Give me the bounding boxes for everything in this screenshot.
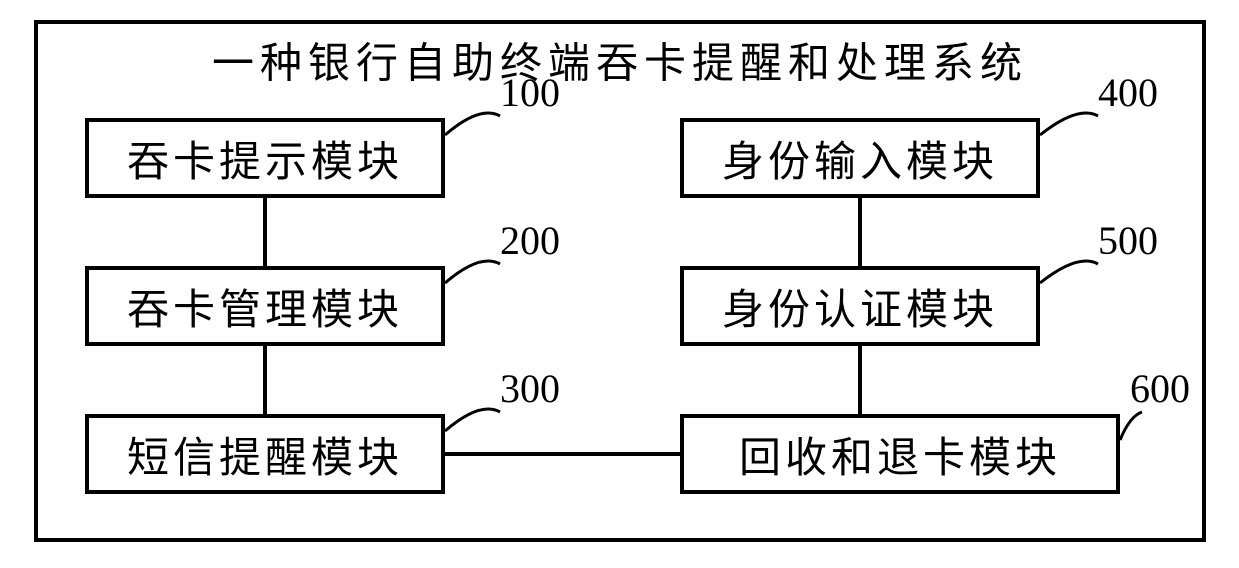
module-m400: 身份输入模块 (680, 118, 1040, 198)
module-m300: 短信提醒模块 (85, 414, 445, 494)
ref-label-r400: 400 (1098, 69, 1158, 116)
module-label-m500: 身份认证模块 (722, 276, 998, 337)
module-label-m100: 吞卡提示模块 (127, 128, 403, 189)
ref-label-r600: 600 (1130, 365, 1190, 412)
module-m100: 吞卡提示模块 (85, 118, 445, 198)
module-m200: 吞卡管理模块 (85, 266, 445, 346)
module-label-m200: 吞卡管理模块 (127, 276, 403, 337)
diagram-title: 一种银行自助终端吞卡提醒和处理系统 (212, 30, 1028, 91)
ref-label-r100: 100 (500, 69, 560, 116)
module-label-m600: 回收和退卡模块 (739, 424, 1061, 485)
module-m500: 身份认证模块 (680, 266, 1040, 346)
ref-label-r500: 500 (1098, 217, 1158, 264)
module-label-m300: 短信提醒模块 (127, 424, 403, 485)
ref-label-r300: 300 (500, 365, 560, 412)
ref-label-r200: 200 (500, 217, 560, 264)
module-label-m400: 身份输入模块 (722, 128, 998, 189)
module-m600: 回收和退卡模块 (680, 414, 1120, 494)
